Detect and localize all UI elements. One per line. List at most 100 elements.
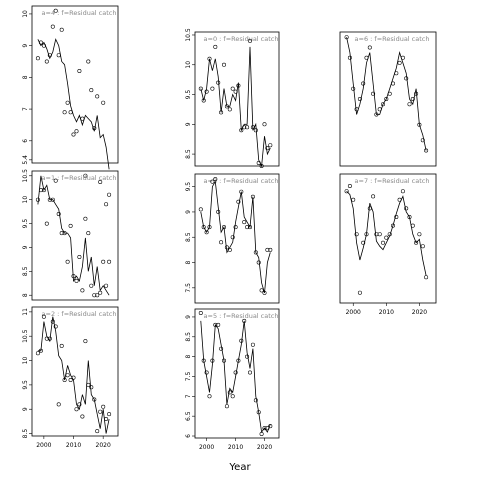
data-point <box>227 107 232 112</box>
data-point <box>245 125 250 130</box>
y-tick-label: 5.4 <box>22 155 29 165</box>
y-tick-label: 10 <box>22 357 29 365</box>
y-tick-label: 10.5 <box>185 28 192 42</box>
data-point <box>230 86 235 91</box>
y-tick-label: 7.5 <box>185 283 192 293</box>
fitted-line <box>37 38 110 170</box>
data-point <box>420 138 425 143</box>
y-tick-label: 8.5 <box>22 429 29 439</box>
y-tick-label: 9 <box>185 122 192 126</box>
x-tick-label: 2000 <box>346 309 361 316</box>
data-point <box>86 231 91 236</box>
data-point <box>259 288 264 293</box>
data-point <box>198 207 203 212</box>
data-point <box>44 221 49 226</box>
data-point <box>250 342 255 347</box>
y-tick-label: 7 <box>185 394 192 398</box>
panel-1: 5.4 6 7 8 9 10 a=4 : f=Residual catch <box>22 5 119 207</box>
data-point <box>98 290 103 295</box>
y-tick-label: 10 <box>22 196 29 204</box>
data-point <box>65 373 70 378</box>
data-point <box>216 322 221 327</box>
data-point <box>407 215 412 220</box>
panel-frame <box>194 308 280 439</box>
y-tick-label: 8 <box>185 260 192 264</box>
data-point <box>71 274 76 279</box>
data-point <box>98 409 103 414</box>
fitted-line <box>346 37 427 151</box>
y-tick-label: 8.5 <box>185 232 192 242</box>
data-point <box>65 100 70 105</box>
y-tick-label: 9 <box>185 315 192 319</box>
data-point <box>41 314 46 319</box>
data-point <box>207 56 212 61</box>
data-point <box>410 223 415 228</box>
data-point <box>222 358 227 363</box>
y-tick-label: 8 <box>22 293 29 297</box>
data-point <box>201 225 206 230</box>
y-tick-label: 9 <box>22 44 29 48</box>
data-point <box>207 225 212 230</box>
data-point <box>74 278 79 283</box>
data-point <box>92 397 97 402</box>
panel-8: 2000 2010 2020 a=7 : f=Residual catch <box>339 173 437 316</box>
x-tick-label: 2020 <box>96 442 111 449</box>
panel-label: a=2 : f=Residual catch <box>42 310 117 318</box>
data-point <box>239 128 244 133</box>
data-point <box>50 24 55 29</box>
data-point <box>394 215 399 220</box>
fitted-line <box>200 180 271 294</box>
panel-label: a=7 : f=Residual catch <box>355 177 430 185</box>
data-point <box>400 55 405 60</box>
data-point <box>250 125 255 130</box>
data-point <box>74 129 79 134</box>
y-tick-label: 10 <box>185 61 192 69</box>
data-point <box>101 404 106 409</box>
panel-label: a=5 : f=Residual catch <box>204 312 279 320</box>
fitted-line <box>200 46 271 168</box>
data-point <box>222 225 227 230</box>
data-point <box>236 358 241 363</box>
data-point <box>354 107 359 112</box>
data-point <box>253 250 258 255</box>
data-point <box>204 370 209 375</box>
data-point <box>62 110 67 115</box>
data-point <box>104 202 109 207</box>
x-axis-title: Year <box>228 462 251 473</box>
data-point <box>107 192 112 197</box>
data-point <box>213 44 218 49</box>
data-point <box>377 232 382 237</box>
panel-frame <box>31 306 119 437</box>
data-point <box>86 382 91 387</box>
data-point <box>204 89 209 94</box>
data-point <box>213 322 218 327</box>
data-point <box>424 148 429 153</box>
data-point <box>38 188 43 193</box>
data-point <box>268 143 273 148</box>
data-point <box>262 426 267 431</box>
data-point <box>417 122 422 127</box>
y-tick-label: 8.5 <box>22 266 29 276</box>
data-point <box>101 259 106 264</box>
data-point <box>38 40 43 45</box>
data-point <box>44 336 49 341</box>
y-tick-label: 10.5 <box>22 329 29 343</box>
y-tick-label: 9.5 <box>185 182 192 192</box>
data-point <box>407 102 412 107</box>
y-tick-label: 6.5 <box>185 411 192 421</box>
data-point <box>390 81 395 86</box>
data-point <box>224 404 229 409</box>
data-point <box>387 91 392 96</box>
data-point <box>259 164 264 169</box>
data-point <box>50 319 55 324</box>
data-point <box>68 377 73 382</box>
data-point <box>233 370 238 375</box>
panel-2: 8 8.5 9 9.5 10 10.5 a=1 : f=Residual catch <box>22 169 119 301</box>
data-point <box>265 426 270 431</box>
data-point <box>265 146 270 151</box>
panel-label: a=0 : f=Residual catch <box>204 35 279 43</box>
data-point <box>224 104 229 109</box>
data-point <box>250 194 255 199</box>
data-point <box>219 346 224 351</box>
data-point <box>62 231 67 236</box>
